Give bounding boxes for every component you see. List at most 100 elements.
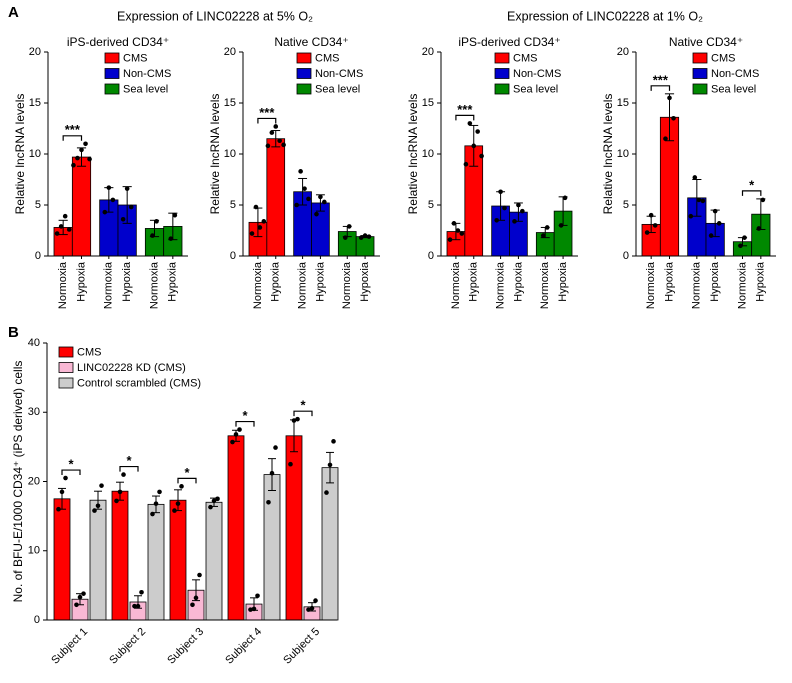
- data-point: [291, 418, 297, 423]
- x-tick-label: Hypoxia: [512, 261, 524, 302]
- data-point: [117, 489, 123, 495]
- bar: [263, 474, 281, 621]
- x-tick-label: Normoxia: [539, 261, 551, 309]
- bar: [53, 498, 71, 621]
- significance-label: ***: [653, 72, 669, 87]
- significance-bracket: [61, 469, 81, 476]
- x-tick-label: Hypoxia: [270, 261, 282, 302]
- data-point: [540, 233, 546, 238]
- x-tick-label: Normoxia: [341, 261, 353, 309]
- significance-bracket: [119, 465, 139, 472]
- data-point: [266, 499, 271, 505]
- data-point: [150, 511, 155, 517]
- data-point: [652, 223, 658, 228]
- legend-swatch: [494, 83, 510, 95]
- data-point: [79, 147, 84, 153]
- x-tick-label: Hypoxia: [557, 261, 569, 302]
- chart-title: iPS-derived CD34⁺: [458, 35, 560, 49]
- y-axis-label: Relative lncRNA levels: [406, 94, 420, 215]
- chart-title: iPS-derived CD34⁺: [67, 35, 169, 49]
- data-point: [502, 205, 507, 211]
- data-point: [251, 606, 257, 612]
- data-point: [150, 233, 155, 238]
- data-point: [132, 603, 137, 609]
- y-axis-label: Relative lncRNA levels: [208, 94, 222, 215]
- data-point: [712, 208, 718, 214]
- data-point: [479, 153, 484, 159]
- data-point: [273, 445, 278, 450]
- x-tick-label: Hypoxia: [75, 261, 87, 302]
- x-tick-label: Hypoxia: [709, 261, 721, 302]
- data-point: [314, 211, 319, 217]
- legend-swatch: [104, 68, 120, 79]
- data-point: [322, 199, 327, 205]
- error-bar: [298, 177, 308, 206]
- data-point: [248, 607, 253, 612]
- data-point: [175, 501, 181, 506]
- y-tick-label: 5: [230, 199, 236, 211]
- x-tick-label: Normoxia: [57, 261, 69, 309]
- data-point: [87, 156, 92, 162]
- y-tick-label: 5: [623, 199, 629, 211]
- data-point: [467, 121, 473, 126]
- x-tick-label: Subject 5: [281, 626, 322, 667]
- data-point: [66, 227, 72, 232]
- bar: [205, 501, 223, 621]
- data-point: [63, 475, 68, 481]
- data-point: [716, 221, 722, 226]
- significance-label: ***: [259, 105, 275, 120]
- data-point: [193, 595, 199, 601]
- legend-label: Sea level: [711, 83, 756, 95]
- data-point: [62, 213, 68, 219]
- y-tick-label: 0: [623, 250, 629, 262]
- significance-bracket: [293, 410, 313, 417]
- y-tick-label: 5: [35, 199, 41, 211]
- data-point: [558, 223, 564, 228]
- legend-swatch: [58, 377, 74, 389]
- data-point: [135, 603, 141, 609]
- data-point: [273, 124, 279, 129]
- x-tick-label: Subject 1: [49, 626, 90, 667]
- x-tick-label: Subject 3: [165, 626, 206, 667]
- data-point: [644, 230, 650, 235]
- data-point: [309, 605, 315, 611]
- significance-bracket: [741, 190, 762, 196]
- error-bar: [326, 451, 334, 484]
- legend-swatch: [104, 83, 120, 95]
- data-point: [520, 208, 525, 214]
- data-point: [102, 209, 108, 215]
- y-tick-label: 10: [28, 545, 40, 557]
- bar: [227, 435, 245, 621]
- x-tick-label: Subject 4: [223, 626, 264, 667]
- y-tick-label: 15: [422, 97, 434, 109]
- data-point: [366, 234, 372, 239]
- y-tick-label: 5: [428, 199, 434, 211]
- data-point: [327, 462, 333, 468]
- legend-swatch: [104, 52, 120, 64]
- data-point: [237, 427, 242, 432]
- x-tick-label: Hypoxia: [167, 261, 179, 302]
- legend-label: CMS: [77, 346, 101, 358]
- significance-label: *: [749, 177, 755, 192]
- significance-label: *: [68, 456, 74, 471]
- legend-label: Control scrambled (CMS): [77, 377, 201, 389]
- y-tick-label: 40: [28, 337, 40, 349]
- chart-title: Native CD34⁺: [669, 35, 743, 49]
- data-point: [281, 142, 286, 148]
- data-point: [346, 224, 352, 229]
- data-point: [324, 490, 329, 495]
- data-point: [154, 219, 159, 224]
- legend-swatch: [58, 362, 74, 373]
- data-point: [302, 186, 307, 191]
- x-tick-label: Normoxia: [450, 261, 462, 309]
- legend-label: CMS: [123, 52, 147, 64]
- data-point: [459, 231, 465, 236]
- data-point: [294, 202, 299, 208]
- data-point: [475, 129, 480, 134]
- legend-label: Non-CMS: [513, 68, 561, 80]
- data-point: [471, 143, 477, 149]
- chart-title: Native CD34⁺: [274, 35, 348, 49]
- data-point: [358, 235, 364, 240]
- data-point: [331, 439, 336, 444]
